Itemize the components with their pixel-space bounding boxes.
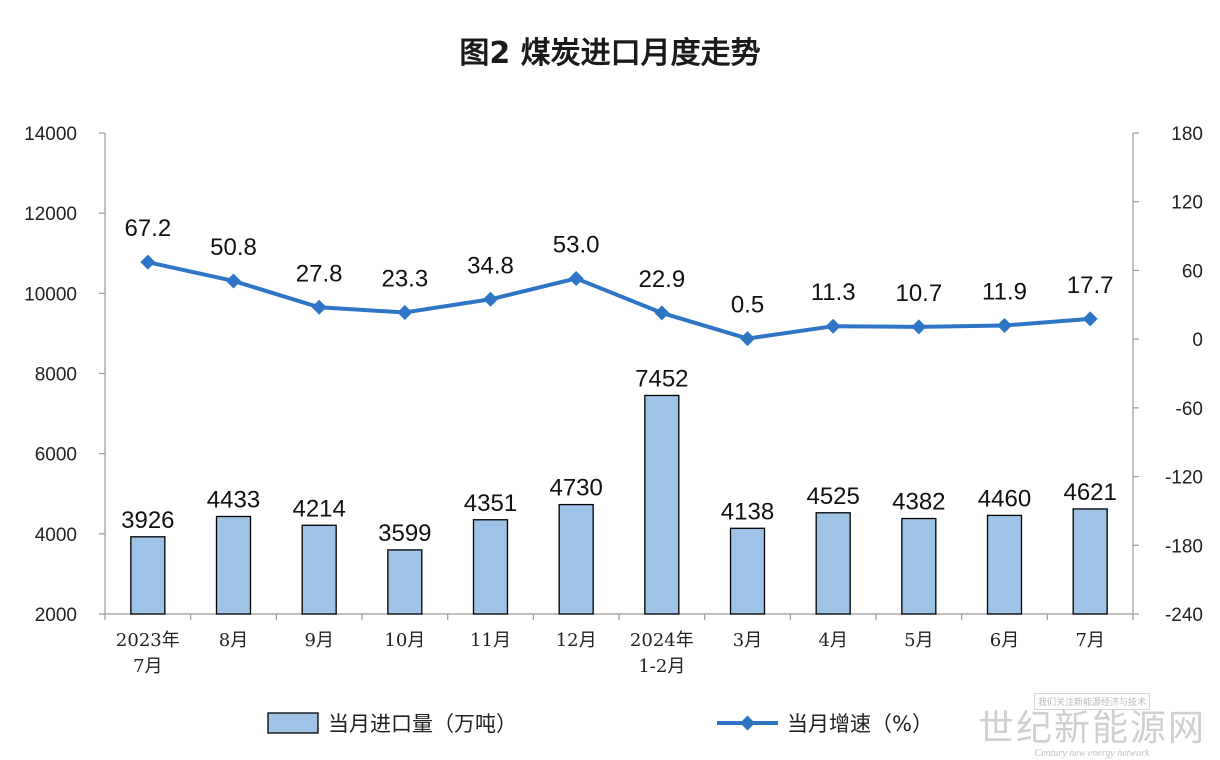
line-point bbox=[397, 304, 413, 320]
line-data-label: 67.2 bbox=[124, 215, 171, 242]
line-series: 67.2 50.8 27.8 23.3 34.8 53.0 22.9 0.5 11.3 10.7 1… bbox=[124, 215, 1114, 347]
right-tick-label: 60 bbox=[1182, 261, 1203, 282]
growth-line bbox=[147, 260, 1091, 341]
bar-data-label: 4214 bbox=[292, 495, 345, 522]
bar bbox=[901, 517, 937, 615]
line-data-label: 34.8 bbox=[467, 252, 514, 279]
x-tick-label: 1-2月 bbox=[638, 656, 685, 677]
bar-data-label: 3599 bbox=[378, 520, 431, 547]
line-point bbox=[226, 273, 241, 289]
line-data-label: 10.7 bbox=[895, 280, 942, 307]
line-point bbox=[140, 254, 156, 270]
x-tick-label: 8月 bbox=[219, 630, 248, 651]
bar bbox=[729, 527, 766, 615]
bar bbox=[986, 514, 1023, 615]
legend-line-marker bbox=[740, 715, 755, 731]
right-tick-label: 120 bbox=[1171, 193, 1203, 214]
x-tick-label: 9月 bbox=[304, 630, 333, 651]
line-point bbox=[568, 270, 584, 286]
bar-data-label: 4525 bbox=[806, 483, 859, 510]
line-point bbox=[911, 319, 927, 335]
bar bbox=[1072, 508, 1108, 615]
line-data-label: 11.3 bbox=[811, 279, 856, 306]
line-data-label: 23.3 bbox=[381, 265, 428, 292]
x-tick-label: 11月 bbox=[470, 630, 511, 651]
legend-bar-swatch bbox=[267, 712, 319, 734]
bar-data-label: 7452 bbox=[635, 365, 688, 392]
left-tick-label: 6000 bbox=[35, 445, 77, 466]
bar-data-label: 4730 bbox=[549, 475, 602, 502]
x-tick-label: 2023年 bbox=[116, 630, 180, 651]
axes: 2000 4000 6000 8000 10000 12000 14000 -240 -180 -… bbox=[24, 124, 1203, 677]
bar-series: 3926 4433 4214 3599 4351 4730 7452 4138 4525 4382… bbox=[121, 365, 1117, 615]
right-tick-label: -60 bbox=[1176, 399, 1203, 420]
legend-line-label: 当月增速（%） bbox=[787, 712, 933, 736]
left-tick-label: 12000 bbox=[24, 204, 77, 225]
bar bbox=[301, 524, 337, 615]
line-data-label: 50.8 bbox=[210, 234, 257, 261]
bar bbox=[644, 394, 680, 615]
line-point bbox=[997, 318, 1012, 334]
line-point bbox=[483, 291, 498, 307]
line-data-label: 53.0 bbox=[553, 231, 600, 258]
left-tick-label: 10000 bbox=[24, 284, 77, 305]
bar bbox=[472, 519, 509, 615]
x-tick-label: 7月 bbox=[133, 656, 162, 677]
left-tick-label: 8000 bbox=[35, 365, 77, 386]
right-tick-label: -240 bbox=[1165, 605, 1203, 626]
right-tick-label: -120 bbox=[1165, 468, 1203, 489]
bar bbox=[558, 503, 594, 615]
line-point bbox=[740, 331, 755, 347]
bar-data-label: 4433 bbox=[207, 486, 260, 513]
line-data-label: 27.8 bbox=[296, 260, 343, 287]
x-tick-label: 6月 bbox=[990, 630, 1019, 651]
x-tick-label: 5月 bbox=[904, 630, 933, 651]
bar bbox=[215, 515, 252, 615]
watermark-english: Century new energy network bbox=[1034, 748, 1150, 759]
line-point bbox=[1082, 311, 1098, 327]
x-tick-label: 2024年 bbox=[630, 630, 694, 651]
watermark-logo-text: 世纪新能源网 bbox=[977, 708, 1206, 749]
bar bbox=[130, 536, 166, 615]
right-tick-label: -180 bbox=[1165, 536, 1203, 557]
line-point bbox=[311, 299, 327, 315]
bar-data-label: 4460 bbox=[978, 485, 1031, 512]
bar-data-label: 4621 bbox=[1063, 479, 1116, 506]
line-data-label: 0.5 bbox=[731, 292, 764, 319]
bar-data-label: 4351 bbox=[464, 490, 517, 517]
x-tick-label: 7月 bbox=[1075, 630, 1104, 651]
x-tick-label: 3月 bbox=[733, 630, 762, 651]
right-tick-label: 0 bbox=[1192, 330, 1203, 351]
left-tick-label: 14000 bbox=[24, 124, 77, 145]
x-tick-label: 10月 bbox=[384, 630, 425, 651]
watermark: 我们关注新能源经济与技术 世纪新能源网 Century new energy n… bbox=[978, 690, 1206, 759]
watermark-tagline: 我们关注新能源经济与技术 bbox=[1033, 693, 1150, 710]
chart-title: 图2 煤炭进口月度走势 bbox=[459, 36, 761, 71]
line-point bbox=[825, 318, 841, 334]
line-point bbox=[654, 305, 670, 321]
left-tick-label: 2000 bbox=[35, 605, 77, 626]
bar-data-label: 4138 bbox=[721, 498, 774, 525]
bar-data-label: 3926 bbox=[121, 507, 174, 534]
line-data-label: 11.9 bbox=[982, 279, 1027, 306]
bar bbox=[387, 549, 423, 615]
x-tick-label: 4月 bbox=[818, 630, 847, 651]
line-data-label: 17.7 bbox=[1067, 272, 1114, 299]
legend: 当月进口量（万吨） 当月增速（%） bbox=[267, 712, 933, 736]
left-tick-label: 4000 bbox=[35, 525, 77, 546]
legend-bar-label: 当月进口量（万吨） bbox=[328, 712, 517, 736]
line-data-label: 22.9 bbox=[638, 266, 685, 293]
right-tick-label: 180 bbox=[1171, 124, 1203, 145]
x-tick-label: 12月 bbox=[556, 630, 597, 651]
bar bbox=[815, 512, 851, 615]
bar-data-label: 4382 bbox=[892, 489, 945, 516]
